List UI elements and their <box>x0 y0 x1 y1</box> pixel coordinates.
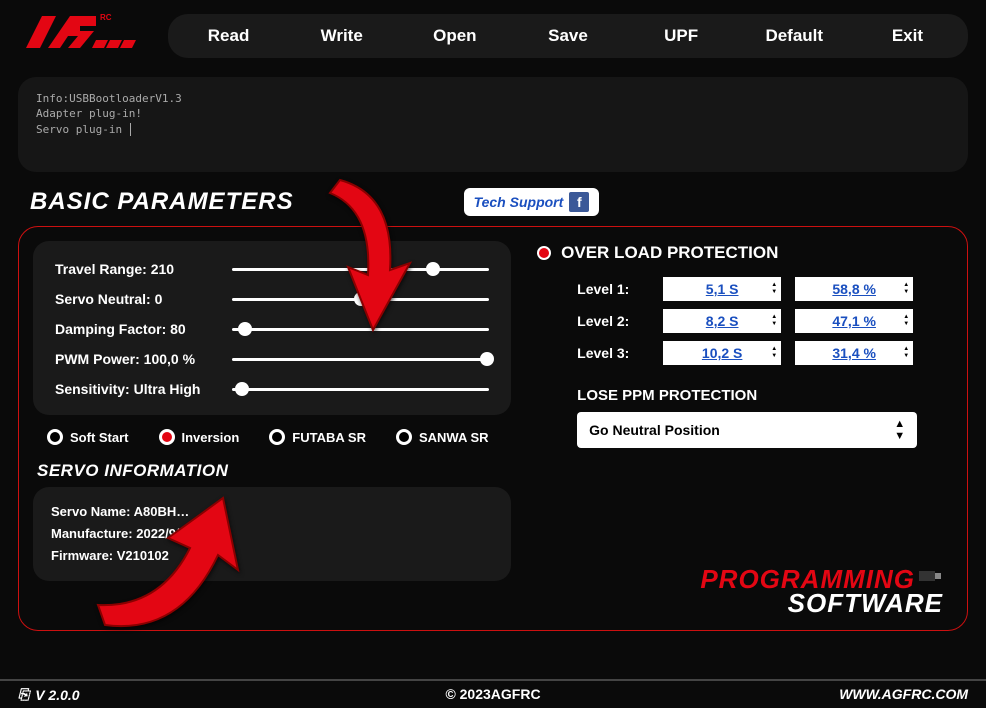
logo: RC <box>18 8 148 63</box>
servo-info-title: SERVO INFORMATION <box>33 453 511 487</box>
overload-title: OVER LOAD PROTECTION <box>537 243 947 263</box>
spinner-arrows-icon: ▲▼ <box>771 282 777 296</box>
sliders-panel: Travel Range: 210 Servo Neutral: 0 Dampi… <box>33 241 511 415</box>
radio-label: SANWA SR <box>419 430 489 445</box>
upf-button[interactable]: UPF <box>625 18 738 54</box>
select-value: Go Neutral Position <box>589 422 720 438</box>
open-button[interactable]: Open <box>398 18 511 54</box>
spinner-arrows-icon: ▲▼ <box>771 346 777 360</box>
log-line: Info:USBBootloaderV1.3 <box>36 91 950 106</box>
copyright: © 2023AGFRC <box>335 686 652 703</box>
write-button[interactable]: Write <box>285 18 398 54</box>
indicator-icon <box>537 246 551 260</box>
website-url: WWW.AGFRC.COM <box>651 686 968 703</box>
sensitivity-slider[interactable] <box>232 388 489 391</box>
save-button[interactable]: Save <box>511 18 624 54</box>
radio-icon <box>396 429 412 445</box>
travel-range-label: Travel Range: 210 <box>55 261 220 277</box>
log-line: Servo plug-in <box>36 122 950 137</box>
level1-time-spinner[interactable]: 5,1 S▲▼ <box>663 277 781 301</box>
branding-line2: SOFTWARE <box>700 591 943 616</box>
log-line: Adapter plug-in! <box>36 106 950 121</box>
usb-icon <box>919 567 943 585</box>
spinner-arrows-icon: ▲▼ <box>903 314 909 328</box>
toolbar: Read Write Open Save UPF Default Exit <box>168 14 968 58</box>
read-button[interactable]: Read <box>172 18 285 54</box>
level3-time-spinner[interactable]: 10,2 S▲▼ <box>663 341 781 365</box>
sensitivity-label: Sensitivity: Ultra High <box>55 381 220 397</box>
spinner-arrows-icon: ▲▼ <box>903 282 909 296</box>
level2-time-spinner[interactable]: 8,2 S▲▼ <box>663 309 781 333</box>
futaba-sr-radio[interactable]: FUTABA SR <box>269 429 366 445</box>
annotation-arrow <box>300 175 430 350</box>
radio-icon <box>47 429 63 445</box>
lose-ppm-title: LOSE PPM PROTECTION <box>577 387 947 404</box>
level1-pct-spinner[interactable]: 58,8 %▲▼ <box>795 277 913 301</box>
branding: PROGRAMMING SOFTWARE <box>700 567 943 616</box>
spinner-arrows-icon: ▲▼ <box>903 346 909 360</box>
level2-label: Level 2: <box>577 313 649 329</box>
version-label: V 2.0.0 <box>35 687 79 703</box>
level3-pct-spinner[interactable]: 31,4 %▲▼ <box>795 341 913 365</box>
damping-factor-label: Damping Factor: 80 <box>55 321 220 337</box>
soft-start-radio[interactable]: Soft Start <box>47 429 129 445</box>
spinner-arrows-icon: ▲▼ <box>771 314 777 328</box>
annotation-arrow <box>90 490 260 645</box>
log-panel: Info:USBBootloaderV1.3 Adapter plug-in! … <box>18 77 968 172</box>
lose-ppm-select[interactable]: Go Neutral Position ▲▼ <box>577 412 917 448</box>
exit-button[interactable]: Exit <box>851 18 964 54</box>
level1-label: Level 1: <box>577 281 649 297</box>
level2-pct-spinner[interactable]: 47,1 %▲▼ <box>795 309 913 333</box>
default-button[interactable]: Default <box>738 18 851 54</box>
radio-icon <box>269 429 285 445</box>
radio-label: Inversion <box>182 430 240 445</box>
radio-label: Soft Start <box>70 430 129 445</box>
inversion-radio[interactable]: Inversion <box>159 429 240 445</box>
level3-label: Level 3: <box>577 345 649 361</box>
svg-text:RC: RC <box>100 13 112 22</box>
facebook-icon: f <box>569 192 589 212</box>
section-title: BASIC PARAMETERS <box>30 188 294 216</box>
radio-label: FUTABA SR <box>292 430 366 445</box>
pwm-power-label: PWM Power: 100,0 % <box>55 351 220 367</box>
radio-group: Soft Start Inversion FUTABA SR SANWA SR <box>33 415 511 453</box>
footer: ⎘ V 2.0.0 © 2023AGFRC WWW.AGFRC.COM <box>0 679 986 708</box>
tech-support-button[interactable]: Tech Support f <box>464 188 600 216</box>
chevron-updown-icon: ▲▼ <box>894 418 905 442</box>
sanwa-sr-radio[interactable]: SANWA SR <box>396 429 489 445</box>
servo-neutral-label: Servo Neutral: 0 <box>55 291 220 307</box>
pwm-power-slider[interactable] <box>232 358 489 361</box>
device-icon: ⎘ <box>18 686 29 703</box>
radio-icon <box>159 429 175 445</box>
tech-support-label: Tech Support <box>474 194 564 210</box>
